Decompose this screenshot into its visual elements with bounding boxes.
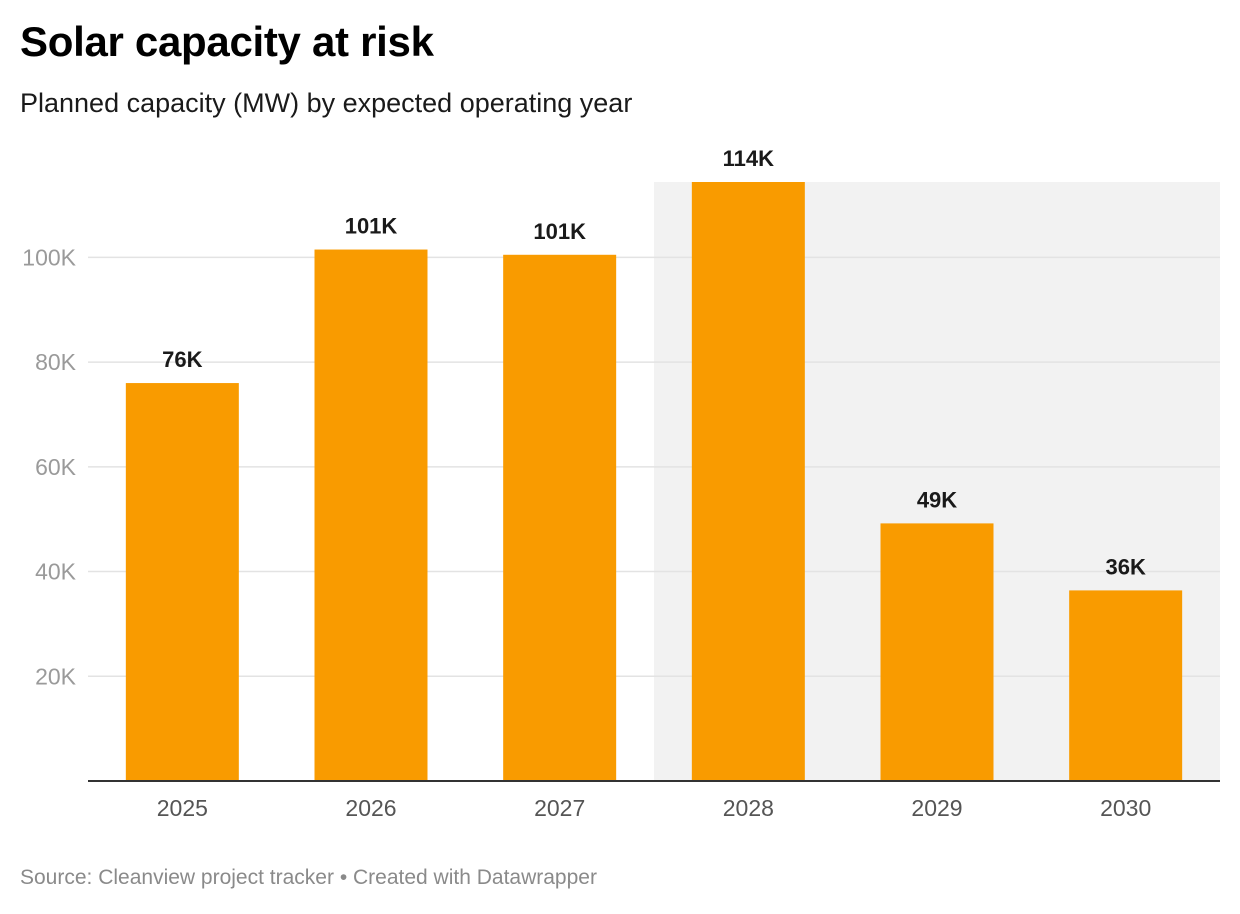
y-tick-label: 40K [35,559,77,585]
value-label: 49K [917,487,957,512]
value-label: 36K [1105,554,1145,579]
bar [1069,590,1182,781]
footer-separator: • [340,866,347,889]
bar [503,255,616,781]
x-tick-label: 2030 [1100,795,1151,821]
value-label: 101K [345,214,398,239]
value-label: 114K [723,146,774,171]
x-tick-label: 2026 [345,795,396,821]
bar [881,523,994,781]
credit-link[interactable]: Created with Datawrapper [353,866,597,889]
value-label: 76K [162,347,202,372]
value-label: 101K [533,219,586,244]
chart-footer: Source: Cleanview project tracker • Crea… [20,866,597,890]
x-tick-label: 2029 [911,795,962,821]
y-tick-label: 60K [35,454,77,480]
y-tick-label: 20K [35,663,77,689]
bar [315,250,428,781]
bar [126,383,239,781]
x-tick-label: 2027 [534,795,585,821]
source-note: Source: Cleanview project tracker [20,866,334,889]
x-tick-label: 2025 [157,795,208,821]
x-tick-label: 2028 [723,795,774,821]
bar [692,182,805,781]
y-tick-label: 100K [22,244,76,270]
y-tick-label: 80K [35,349,77,375]
bar-chart: 20K 40K 60K 80K 100K 76K 2025 101K 2026 101K 2027 1… [0,0,1240,860]
